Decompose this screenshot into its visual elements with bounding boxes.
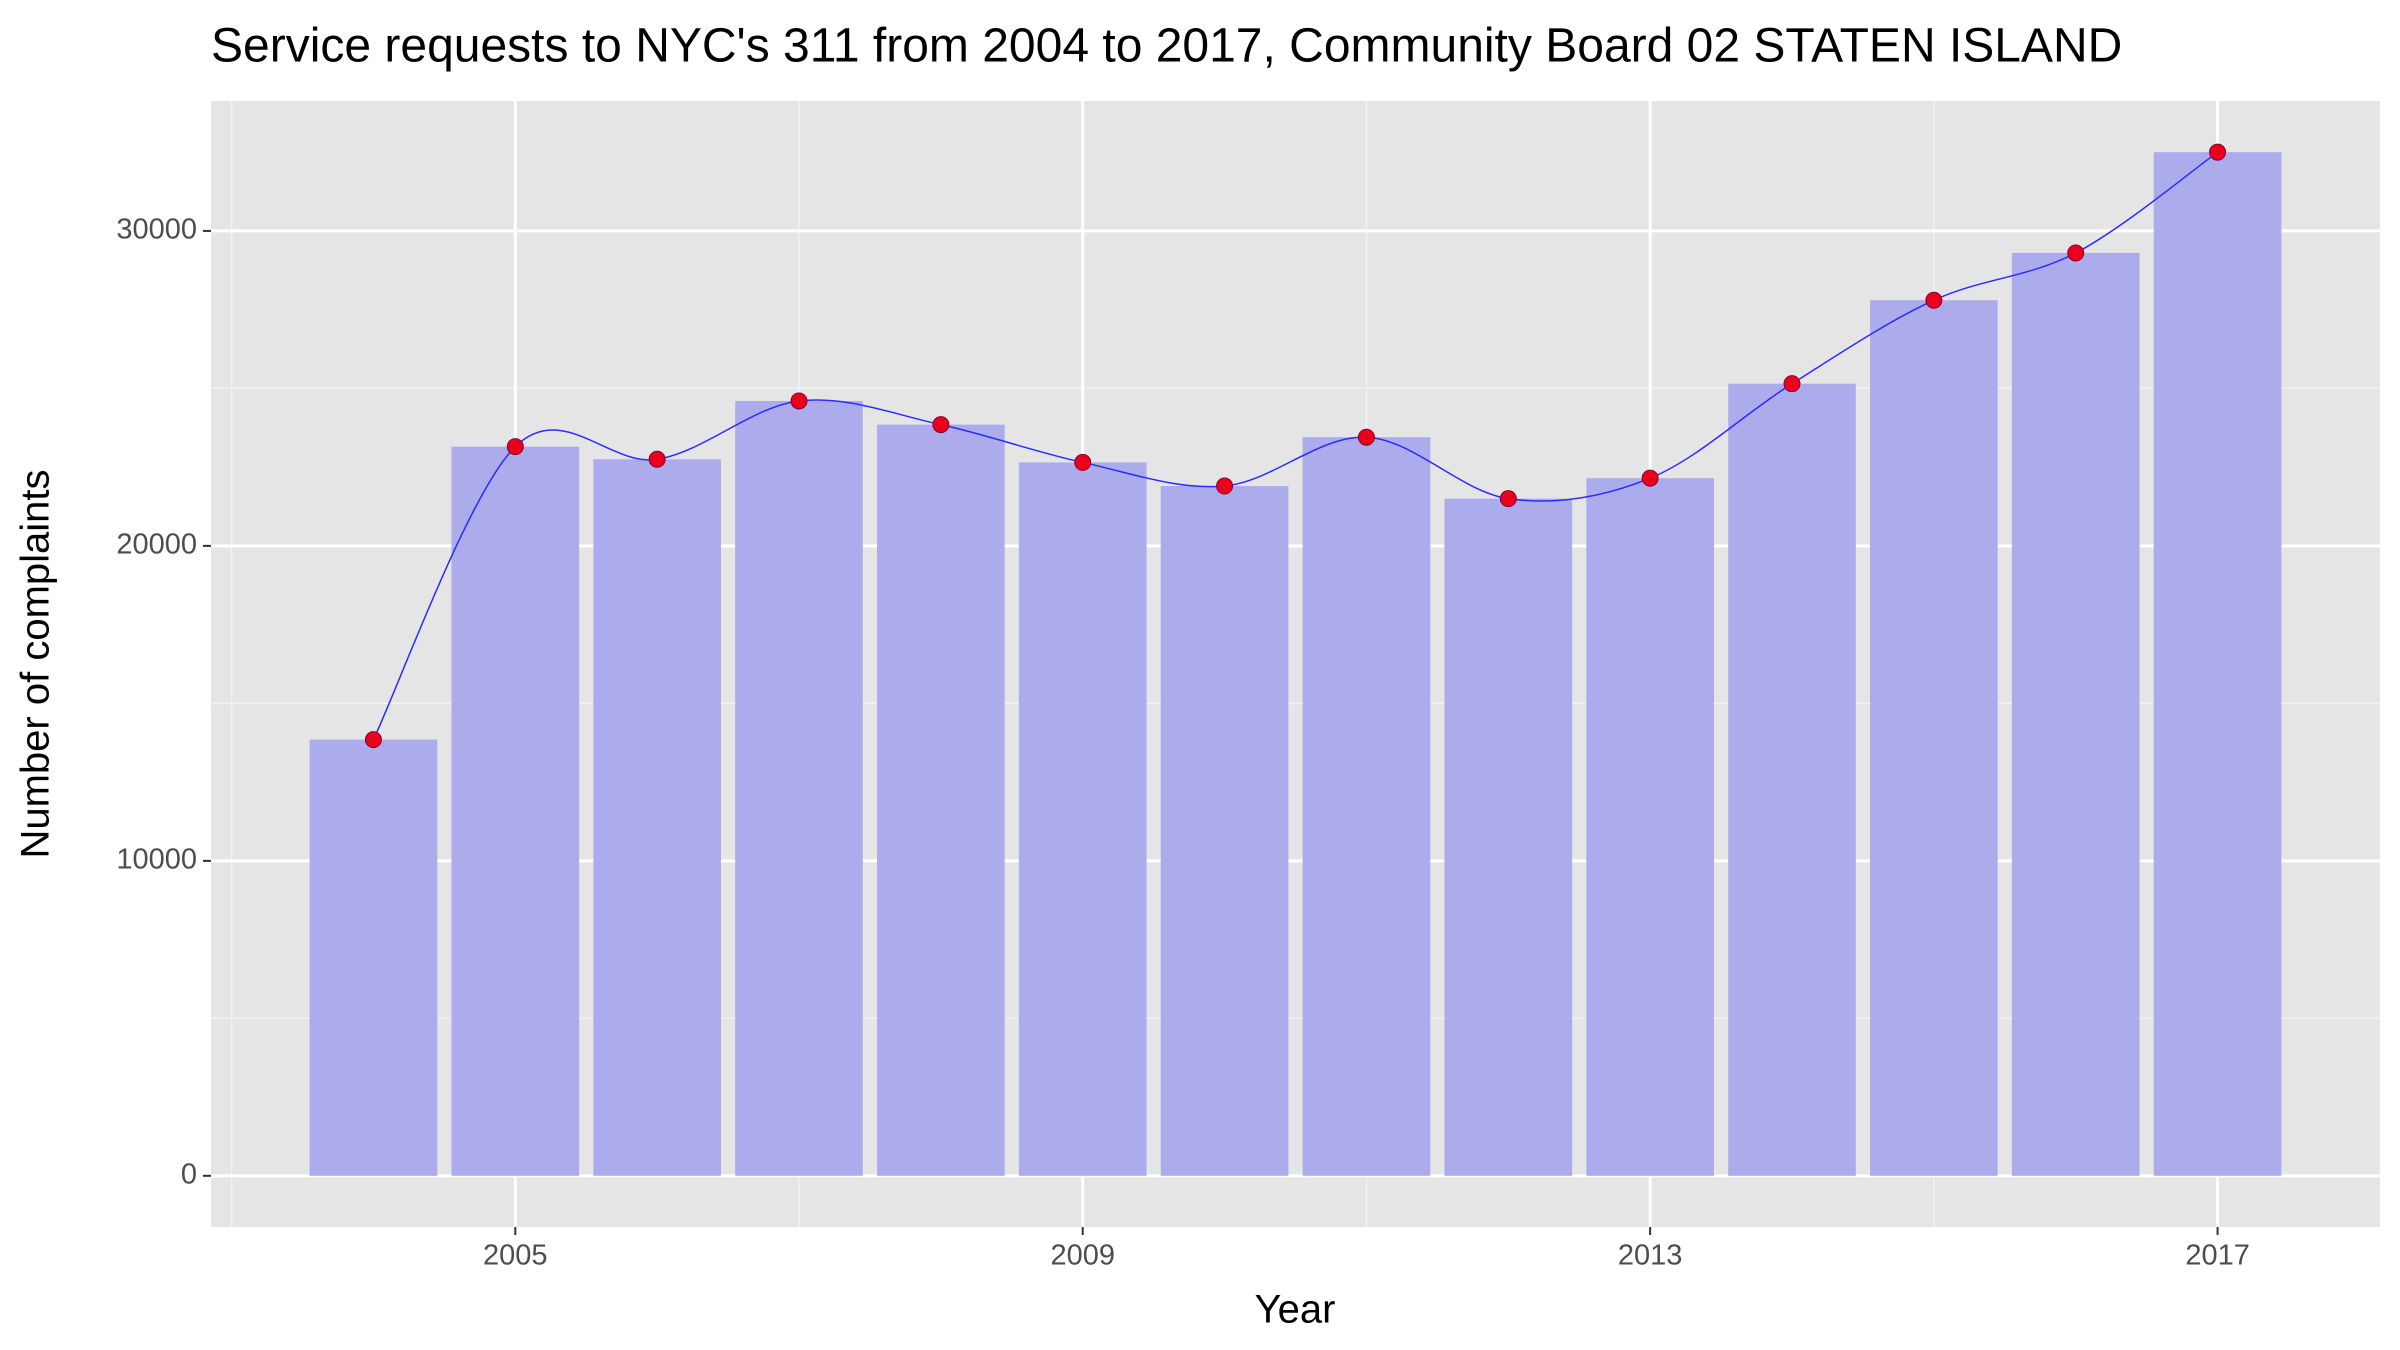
point <box>932 416 950 434</box>
x-tick-label: 2017 <box>2185 1240 2250 1272</box>
point <box>2209 143 2227 161</box>
y-tick-label: 0 <box>181 1158 197 1190</box>
bar <box>2153 152 2282 1176</box>
x-tick-label: 2009 <box>1050 1240 1115 1272</box>
y-tick-label: 20000 <box>116 529 197 561</box>
smooth-line <box>372 151 2219 740</box>
point <box>790 392 808 410</box>
bar <box>1870 300 1998 1176</box>
point <box>648 450 666 468</box>
bar <box>451 446 580 1176</box>
x-tick-label: 2013 <box>1618 1240 1683 1272</box>
bar <box>2011 252 2140 1176</box>
bar <box>735 401 863 1176</box>
point <box>364 731 382 749</box>
bar <box>1160 486 1289 1176</box>
bar <box>1444 498 1573 1176</box>
point <box>1925 291 1943 309</box>
y-tick-label: 10000 <box>116 844 197 876</box>
point <box>1357 428 1375 446</box>
bar <box>309 739 438 1176</box>
bar <box>1728 383 1856 1176</box>
bar <box>1586 478 1714 1176</box>
chart-title: Service requests to NYC's 311 from 2004 … <box>211 20 2122 73</box>
point <box>1499 490 1517 508</box>
y-tick-label: 30000 <box>116 214 197 246</box>
bar <box>1018 462 1147 1176</box>
point <box>1074 453 1092 471</box>
point <box>2067 244 2085 262</box>
x-tick-label: 2005 <box>483 1240 548 1272</box>
bar <box>1302 437 1431 1176</box>
bar <box>877 424 1005 1176</box>
x-axis-title: Year <box>1255 1288 1336 1332</box>
point <box>1783 375 1801 393</box>
bar <box>593 459 721 1176</box>
point <box>1641 469 1659 487</box>
y-axis-title: Number of complaints <box>14 469 58 858</box>
point <box>1216 477 1234 495</box>
point <box>506 438 524 456</box>
